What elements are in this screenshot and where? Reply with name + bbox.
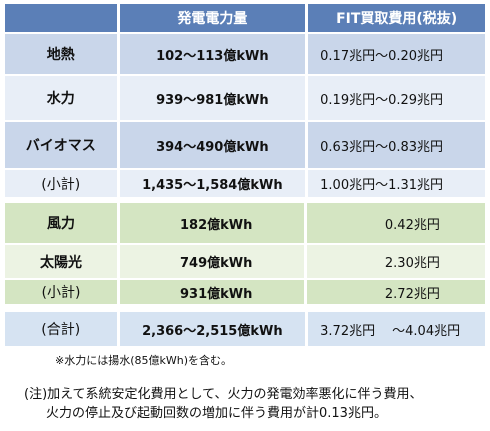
row-energy: 1,435〜1,584億kWh — [119, 170, 309, 197]
row-label: (小計) — [5, 280, 120, 304]
table-header: 発電電力量 FIT買取費用(税抜) — [5, 4, 486, 32]
row-cost: 3.72兆円 〜4.04兆円 — [308, 312, 485, 346]
row-cost: 0.17兆円〜0.20兆円 — [308, 34, 485, 74]
header-blank — [5, 4, 120, 32]
row-energy: 394〜490億kWh — [119, 122, 309, 168]
row-cost: 0.19兆円〜0.29兆円 — [308, 76, 485, 120]
row-label: (合計) — [5, 312, 120, 346]
row-energy: 749億kWh — [120, 245, 307, 278]
table-row-subtotal-2: (小計) 931億kWh 2.72兆円 — [5, 280, 485, 304]
row-energy: 2,366〜2,515億kWh — [119, 312, 309, 346]
footnote-line-2: 火力の停止及び起動回数の増加に伴う費用が計0.13兆円。 — [46, 406, 387, 421]
row-cost: 2.72兆円 — [306, 280, 485, 304]
row-label: 地熱 — [5, 34, 120, 74]
footnote-line-1: (注)加えて系統安定化費用として、火力の発電効率悪化に伴う費用、 — [24, 387, 423, 402]
table-row-subtotal-1: (小計) 1,435〜1,584億kWh 1.00兆円〜1.31兆円 — [5, 170, 485, 197]
row-cost: 1.00兆円〜1.31兆円 — [308, 170, 485, 197]
cost-high: 〜4.04兆円 — [392, 323, 461, 339]
table-row-hydro: 水力 939〜981億kWh 0.19兆円〜0.29兆円 — [5, 76, 485, 120]
row-energy: 102〜113億kWh — [119, 34, 309, 74]
table-row-wind: 風力 182億kWh 0.42兆円 — [5, 203, 485, 243]
table-row-total: (合計) 2,366〜2,515億kWh 3.72兆円 〜4.04兆円 — [5, 312, 485, 346]
table-row-solar: 太陽光 749億kWh 2.30兆円 — [5, 245, 485, 278]
row-cost: 0.42兆円 — [306, 203, 485, 243]
row-label: 風力 — [5, 203, 120, 243]
row-label: 太陽光 — [5, 245, 120, 278]
table-row-biomass: バイオマス 394〜490億kWh 0.63兆円〜0.83兆円 — [5, 122, 485, 168]
row-energy: 182億kWh — [120, 203, 307, 243]
hydro-note: ※水力には揚水(85億kWh)を含む。 — [55, 354, 233, 367]
row-energy: 931億kWh — [120, 280, 307, 304]
row-label: (小計) — [5, 170, 120, 197]
row-cost: 0.63兆円〜0.83兆円 — [308, 122, 485, 168]
header-cost: FIT買取費用(税抜) — [308, 4, 486, 32]
row-label: 水力 — [5, 76, 120, 120]
footnote: (注)加えて系統安定化費用として、火力の発電効率悪化に伴う費用、 火力の停止及び… — [24, 385, 422, 423]
row-label: バイオマス — [5, 122, 120, 168]
row-energy: 939〜981億kWh — [119, 76, 309, 120]
header-energy: 発電電力量 — [119, 4, 309, 32]
table-row-geothermal: 地熱 102〜113億kWh 0.17兆円〜0.20兆円 — [5, 34, 485, 74]
cost-low: 3.72兆円 — [320, 323, 376, 339]
row-cost: 2.30兆円 — [306, 245, 485, 278]
